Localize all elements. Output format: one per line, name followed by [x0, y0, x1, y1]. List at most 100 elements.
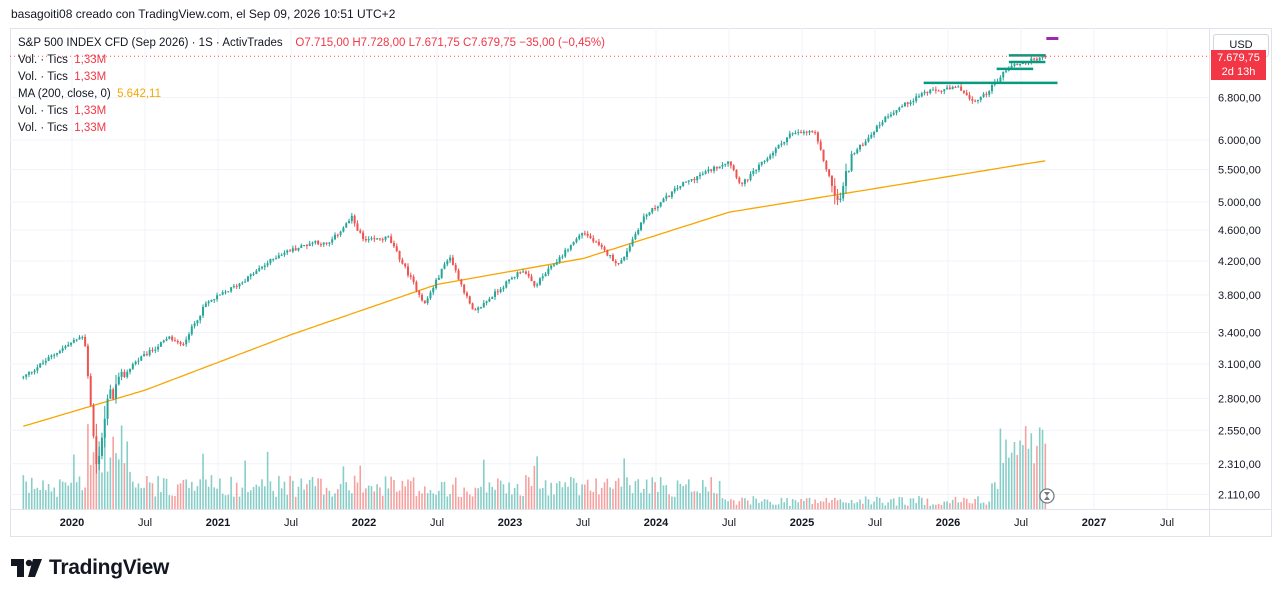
legend-volume-row[interactable]: Vol. · Tics 1,33M: [18, 120, 605, 137]
volume-bar: [278, 475, 280, 509]
volume-bar: [249, 490, 252, 509]
candle-body: [432, 287, 435, 293]
candle-body: [558, 257, 561, 263]
volume-bar: [760, 501, 763, 509]
candle-body: [272, 258, 275, 260]
volume-bar: [547, 495, 550, 509]
volume-bar: [379, 487, 381, 509]
time-axis-label: Jul: [868, 517, 882, 529]
volume-bar: [22, 475, 25, 509]
tradingview-logo[interactable]: TradingView: [11, 556, 169, 580]
volume-bar: [59, 479, 61, 509]
candle-body: [81, 336, 84, 338]
symbol-title[interactable]: S&P 500 INDEX CFD (Sep 2026) · 1S · Acti…: [18, 37, 283, 49]
volume-bar: [438, 490, 440, 509]
volume-label: Vol. · Tics: [18, 122, 68, 134]
candle-body: [673, 188, 676, 192]
volume-bar: [345, 482, 348, 509]
legend-volume-row[interactable]: Vol. · Tics 1,33M: [18, 103, 605, 120]
volume-bar: [342, 466, 345, 509]
candle-body: [870, 134, 873, 138]
volume-bar: [977, 496, 979, 509]
candle-body: [496, 291, 499, 293]
volume-bar: [78, 476, 81, 509]
volume-bar: [188, 488, 190, 509]
candle-body: [277, 255, 280, 259]
volume-bar: [1027, 448, 1030, 509]
candle-body: [72, 339, 75, 343]
volume-bar: [241, 487, 244, 509]
candle-body: [659, 202, 662, 207]
legend-ma-row[interactable]: MA (200, close, 0) 5.642,11: [18, 86, 605, 103]
price-axis-label: 3.400,00: [1218, 328, 1261, 340]
volume-bar: [645, 479, 648, 509]
candle-body: [763, 161, 766, 163]
volume-bar: [822, 501, 825, 509]
candle-body: [446, 260, 449, 265]
volume-bar: [219, 478, 221, 509]
candle-body: [693, 179, 696, 181]
volume-bar: [275, 496, 277, 509]
candle-body: [463, 284, 466, 293]
volume-bar: [207, 486, 210, 509]
candle-body: [260, 266, 263, 269]
volume-bar: [707, 491, 710, 509]
candle-body: [331, 239, 334, 243]
volume-bar: [578, 495, 581, 509]
candle-body: [218, 294, 221, 296]
legend-volume-row[interactable]: Vol. · Tics 1,33M: [18, 69, 605, 86]
candle-body: [704, 171, 707, 174]
volume-bar: [623, 458, 625, 509]
legend-main-row[interactable]: S&P 500 INDEX CFD (Sep 2026) · 1S · Acti…: [18, 35, 605, 52]
candle-body: [100, 437, 103, 456]
volume-bar: [98, 441, 100, 509]
volume-bar: [662, 485, 665, 509]
candle-body: [421, 294, 424, 301]
candle-body: [61, 348, 64, 351]
volume-bar: [508, 482, 510, 509]
volume-bar: [527, 477, 530, 509]
candle-body: [429, 292, 432, 299]
volume-bar: [1005, 439, 1007, 509]
candle-body: [1016, 64, 1019, 66]
time-axis-label: Jul: [138, 517, 152, 529]
time-axis-label: 2021: [206, 517, 230, 529]
volume-bar: [311, 476, 314, 509]
candle-body: [567, 249, 570, 251]
volume-bar: [70, 482, 72, 509]
candle-body: [443, 264, 446, 269]
candle-body: [58, 350, 61, 354]
chart-overlays: [10, 37, 1209, 504]
volume-bar: [881, 502, 884, 509]
candle-body: [89, 376, 92, 406]
candle-body: [620, 260, 623, 264]
volume-bar: [64, 482, 67, 509]
candle-body: [595, 241, 598, 243]
candle-body: [103, 418, 106, 438]
candle-body: [137, 360, 140, 362]
volume-bar: [123, 463, 126, 509]
candle-body: [210, 299, 213, 302]
candle-body: [294, 248, 297, 251]
volume-bar: [676, 480, 679, 509]
candle-body: [901, 106, 904, 108]
volume-bar: [949, 503, 951, 509]
replay-icon[interactable]: [1039, 488, 1055, 504]
volume-bar: [384, 476, 387, 509]
volume-bar: [901, 497, 903, 509]
candle-body: [738, 177, 741, 183]
volume-bar: [497, 478, 499, 509]
legend-volume-row[interactable]: Vol. · Tics 1,33M: [18, 52, 605, 69]
candle-body: [173, 340, 176, 342]
candle-body: [533, 281, 536, 286]
event-marker[interactable]: [1046, 37, 1059, 40]
candle-body: [171, 336, 174, 341]
candle-body: [794, 133, 797, 135]
candle-body: [148, 349, 151, 356]
candle-body: [999, 77, 1002, 82]
candle-body: [412, 276, 415, 282]
volume-bar: [471, 496, 474, 509]
volume-bar: [252, 487, 255, 509]
price-axis-label: 5.500,00: [1218, 165, 1261, 177]
